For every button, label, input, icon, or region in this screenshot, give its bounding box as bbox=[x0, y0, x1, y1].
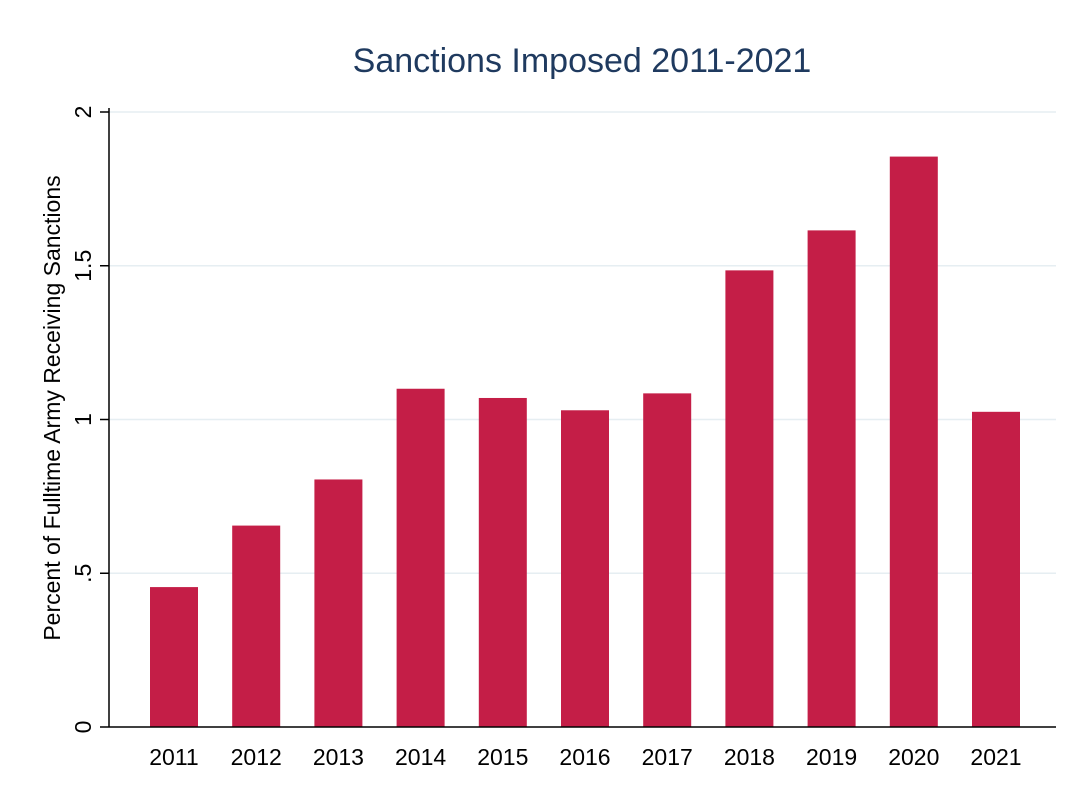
chart-title: Sanctions Imposed 2011-2021 bbox=[353, 42, 812, 80]
bar-2020 bbox=[889, 156, 938, 727]
bar-2019 bbox=[807, 230, 856, 727]
x-tick-label-2014: 2014 bbox=[395, 744, 446, 770]
bar-2012 bbox=[232, 525, 281, 727]
y-axis-label: Percent of Fulltime Army Receiving Sanct… bbox=[39, 175, 65, 640]
y-ticks: 0 .5 1 1.5 2 bbox=[70, 106, 109, 734]
x-tick-label-2018: 2018 bbox=[724, 744, 775, 770]
x-tick-label-2021: 2021 bbox=[970, 744, 1021, 770]
bar-2021 bbox=[972, 411, 1020, 727]
bar-2011 bbox=[150, 587, 198, 727]
x-tick-label-2016: 2016 bbox=[559, 744, 610, 770]
bar-2014 bbox=[396, 388, 445, 727]
bar-2015 bbox=[478, 397, 527, 727]
x-tick-label-2011: 2011 bbox=[149, 744, 198, 770]
x-tick-label-2013: 2013 bbox=[313, 744, 364, 770]
axes bbox=[108, 108, 1056, 728]
bars bbox=[150, 156, 1020, 727]
x-ticks: 2011 2012 2013 2014 2015 2016 2017 2018 2019 2020… bbox=[149, 744, 1021, 770]
bar-2013 bbox=[314, 479, 363, 727]
bar-2018 bbox=[725, 270, 774, 727]
bar-2016 bbox=[561, 410, 609, 727]
x-tick-label-2015: 2015 bbox=[477, 744, 528, 770]
bar-2017 bbox=[643, 393, 692, 727]
x-tick-label-2017: 2017 bbox=[642, 744, 693, 770]
x-tick-label-2020: 2020 bbox=[888, 744, 939, 770]
y-tick-label-1: .5 bbox=[70, 564, 96, 583]
y-tick-label-3: 1.5 bbox=[70, 250, 96, 282]
y-tick-label-2: 1 bbox=[70, 413, 96, 426]
y-tick-label-4: 2 bbox=[70, 106, 96, 119]
x-tick-label-2019: 2019 bbox=[806, 744, 857, 770]
x-tick-label-2012: 2012 bbox=[231, 744, 282, 770]
y-tick-label-0: 0 bbox=[70, 721, 96, 734]
